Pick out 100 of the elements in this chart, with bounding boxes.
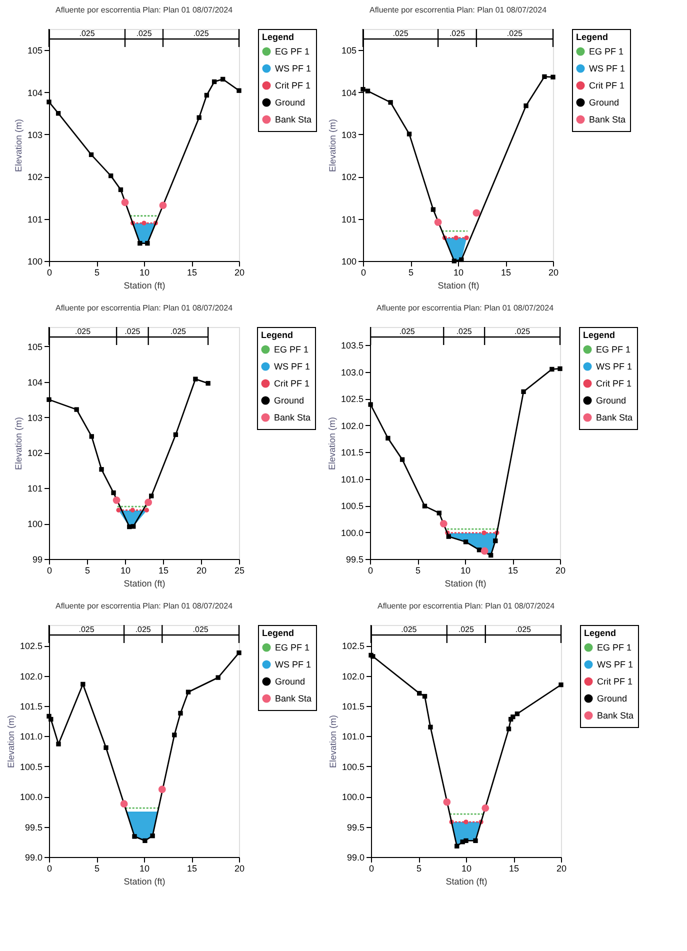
y-tick-label: 102 <box>27 172 42 182</box>
x-tick-label: 20 <box>548 268 559 278</box>
y-tick-label: 103.0 <box>340 367 364 378</box>
y-tick-label: 102 <box>341 172 356 182</box>
y-axis-title: Elevation (m) <box>328 714 338 768</box>
x-tick-label: 15 <box>508 566 518 576</box>
legend-label: Bank Sta <box>597 710 634 720</box>
y-tick-label: 100.5 <box>340 501 364 512</box>
annotation: .025 <box>458 625 474 634</box>
y-tick-label: 101.0 <box>342 732 364 742</box>
annotation: .025 <box>401 625 418 634</box>
y-tick-label: 105 <box>27 342 42 352</box>
annotation: .025 <box>192 625 209 634</box>
legend-title: Legend <box>584 628 616 638</box>
x-tick-label: 20 <box>555 566 566 576</box>
x-axis-title: Station (ft) <box>124 876 166 886</box>
y-tick-label: 99.0 <box>24 852 42 862</box>
y-tick-label: 100 <box>27 519 42 530</box>
legend-label: Bank Sta <box>274 412 311 422</box>
y-tick-label: 101.5 <box>20 701 42 712</box>
x-axis-title: Station (ft) <box>124 280 166 290</box>
y-tick-label: 102 <box>27 448 42 458</box>
y-tick-label: 99.0 <box>346 852 364 862</box>
x-tick-label: 10 <box>120 566 131 576</box>
y-tick-label: 105 <box>27 46 42 56</box>
chart-title: Afluente por escorrentia Plan: Plan 01 08/07/2024 <box>369 5 548 14</box>
legend-label: Ground <box>589 98 620 108</box>
legend-label: Bank Sta <box>275 114 312 124</box>
y-axis-title: Elevation (m) <box>13 416 24 470</box>
y-tick-label: 101 <box>341 214 356 224</box>
legend-label: Bank Sta <box>275 694 312 704</box>
y-axis-title: Elevation (m) <box>6 714 16 768</box>
annotation: .025 <box>78 625 95 634</box>
y-tick-label: 104 <box>341 88 356 98</box>
y-tick-label: 101.0 <box>20 732 42 742</box>
y-tick-label: 104 <box>27 377 42 388</box>
x-tick-label: 5 <box>84 566 90 576</box>
legend-label: WS PF 1 <box>597 660 634 670</box>
annotation: .025 <box>136 29 152 38</box>
x-tick-label: 5 <box>408 268 414 278</box>
chart-title: Afluente por escorrentia Plan: Plan 01 08/07/2024 <box>55 601 234 610</box>
chart-title: Afluente por escorrentia Plan: Plan 01 08/07/2024 <box>55 303 234 312</box>
x-tick-label: 25 <box>234 566 245 576</box>
legend-label: EG PF 1 <box>275 46 310 56</box>
legend-label: Ground <box>596 396 626 406</box>
x-tick-label: 10 <box>139 864 150 874</box>
legend-title: Legend <box>262 628 294 638</box>
y-tick-label: 100.0 <box>20 792 42 802</box>
legend-label: EG PF 1 <box>597 642 632 652</box>
legend-label: WS PF 1 <box>275 660 312 670</box>
y-axis-title: Elevation (m) <box>13 118 24 172</box>
y-tick-label: 103 <box>27 130 42 140</box>
x-tick-label: 5 <box>94 864 100 874</box>
x-axis-title: Station (ft) <box>446 876 488 886</box>
y-tick-label: 100 <box>27 256 42 266</box>
legend-label: EG PF 1 <box>589 46 624 56</box>
annotation: .025 <box>399 327 416 336</box>
legend-label: Crit PF 1 <box>274 378 310 388</box>
y-tick-label: 99.5 <box>346 554 364 564</box>
legend-label: Bank Sta <box>589 114 626 124</box>
y-tick-label: 100.5 <box>342 762 364 772</box>
legend-label: EG PF 1 <box>274 344 309 354</box>
y-tick-label: 102.5 <box>342 641 364 652</box>
y-tick-label: 101.5 <box>342 701 364 712</box>
x-tick-label: 0 <box>368 864 374 874</box>
legend-title: Legend <box>262 32 294 42</box>
annotation: .025 <box>392 29 409 38</box>
chart-title: Afluente por escorrentia Plan: Plan 01 08/07/2024 <box>55 5 234 14</box>
legend-title: Legend <box>583 330 616 340</box>
x-tick-label: 10 <box>139 268 150 278</box>
annotation: .025 <box>74 327 92 336</box>
y-tick-label: 104 <box>27 88 42 98</box>
x-tick-label: 0 <box>368 566 374 576</box>
legend-title: Legend <box>576 32 608 42</box>
x-axis-title: Station (ft) <box>124 578 166 588</box>
x-tick-label: 0 <box>46 268 52 278</box>
legend-label: WS PF 1 <box>589 64 626 74</box>
annotation: .025 <box>515 625 532 634</box>
chart-title: Afluente por escorrentia Plan: Plan 01 08/07/2024 <box>376 303 554 312</box>
legend-label: Ground <box>597 694 628 704</box>
legend-label: Bank Sta <box>596 412 633 422</box>
x-tick-label: 15 <box>186 268 198 278</box>
y-tick-label: 99.5 <box>346 822 364 832</box>
legend-label: WS PF 1 <box>274 362 310 372</box>
y-tick-label: 101 <box>27 484 42 494</box>
annotation: .025 <box>506 29 524 38</box>
legend-label: Crit PF 1 <box>597 676 633 686</box>
annotation: .025 <box>449 29 466 38</box>
y-tick-label: 101 <box>27 214 42 224</box>
chart-title: Afluente por escorrentia Plan: Plan 01 08/07/2024 <box>377 601 556 610</box>
y-tick-label: 102.0 <box>20 671 42 682</box>
legend-label: EG PF 1 <box>596 344 631 354</box>
y-tick-label: 100.5 <box>20 762 42 772</box>
x-tick-label: 15 <box>158 566 169 576</box>
legend-label: Crit PF 1 <box>589 80 625 90</box>
annotation: .025 <box>193 29 210 38</box>
x-axis-title: Station (ft) <box>444 578 486 588</box>
annotation: .025 <box>124 327 141 336</box>
x-tick-label: 0 <box>46 566 52 576</box>
x-tick-label: 0 <box>360 268 366 278</box>
